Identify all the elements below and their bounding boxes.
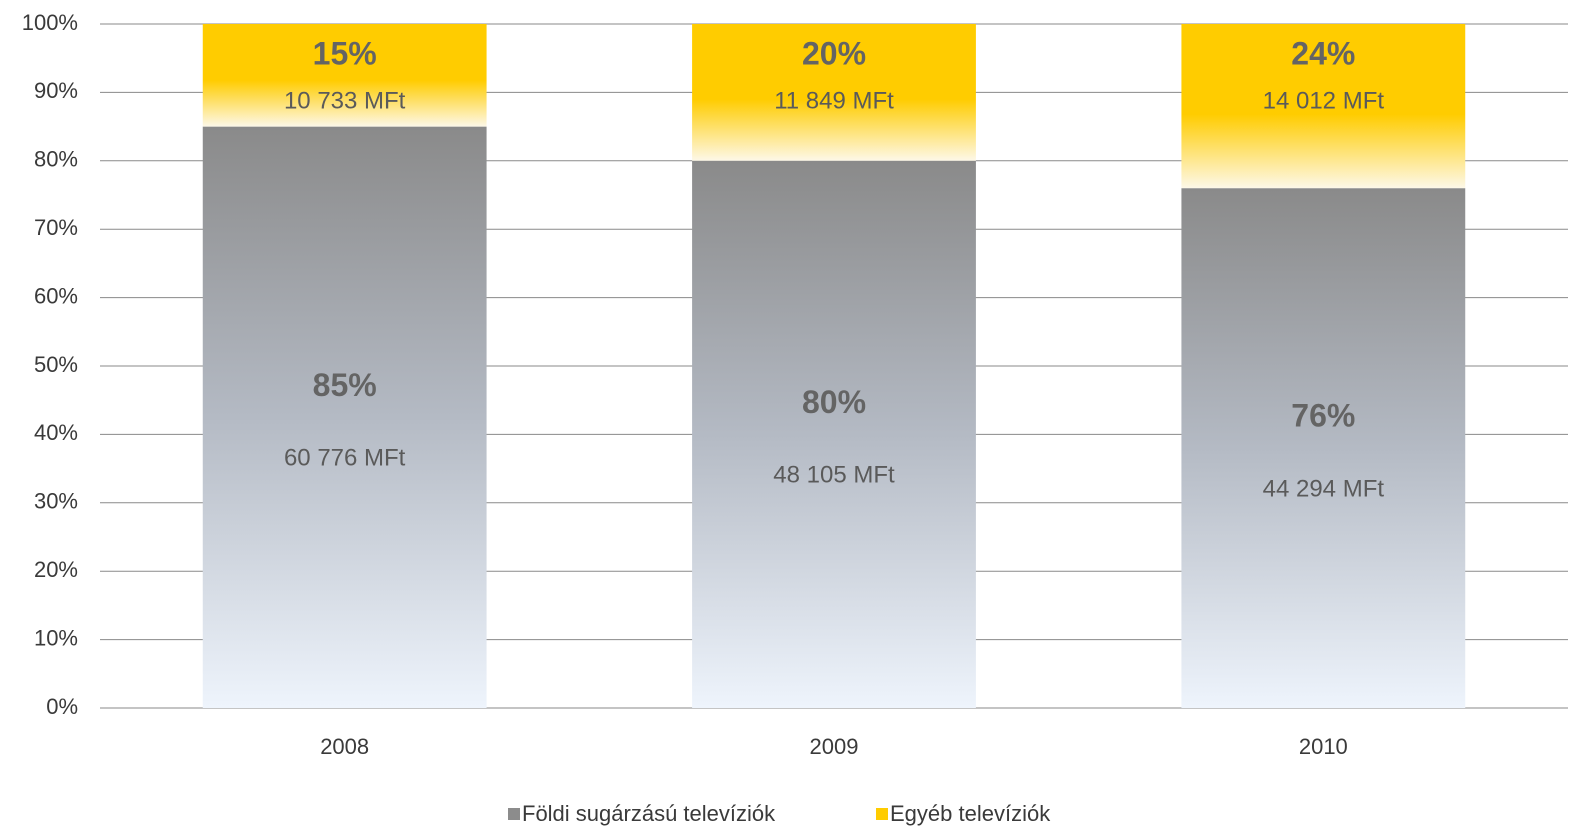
y-tick-label: 80%	[34, 147, 78, 172]
y-tick-label: 60%	[34, 283, 78, 308]
y-tick-label: 70%	[34, 215, 78, 240]
x-tick-label: 2008	[320, 734, 369, 759]
amount-label: 10 733 MFt	[284, 87, 406, 114]
value-label: 76%	[1291, 398, 1355, 434]
x-tick-label: 2009	[810, 734, 859, 759]
legend-label: Földi sugárzású televíziók	[522, 801, 776, 826]
legend-swatch	[508, 808, 520, 820]
x-tick-label: 2010	[1299, 734, 1348, 759]
y-tick-label: 10%	[34, 625, 78, 650]
y-tick-label: 40%	[34, 420, 78, 445]
amount-label: 44 294 MFt	[1263, 475, 1385, 502]
bar-segment	[1181, 188, 1466, 708]
value-label: 15%	[313, 35, 377, 71]
y-tick-label: 20%	[34, 557, 78, 582]
bar-segment	[202, 126, 487, 709]
y-tick-label: 30%	[34, 489, 78, 514]
bar-segment	[692, 24, 976, 161]
value-label: 85%	[313, 367, 377, 403]
bar-segment	[692, 160, 976, 709]
amount-label: 11 849 MFt	[774, 87, 894, 114]
bar-segment	[202, 24, 487, 127]
y-tick-label: 90%	[34, 78, 78, 103]
legend-label: Egyéb televíziók	[890, 801, 1051, 826]
bar-segment	[1181, 24, 1466, 189]
value-label: 24%	[1291, 35, 1355, 71]
y-tick-label: 100%	[22, 10, 78, 35]
value-label: 20%	[802, 35, 866, 71]
y-tick-label: 0%	[46, 694, 78, 719]
value-label: 80%	[802, 384, 866, 420]
legend-swatch	[876, 808, 888, 820]
amount-label: 48 105 MFt	[773, 462, 895, 489]
amount-label: 60 776 MFt	[284, 445, 406, 472]
amount-label: 14 012 MFt	[1263, 87, 1385, 114]
y-tick-label: 50%	[34, 352, 78, 377]
